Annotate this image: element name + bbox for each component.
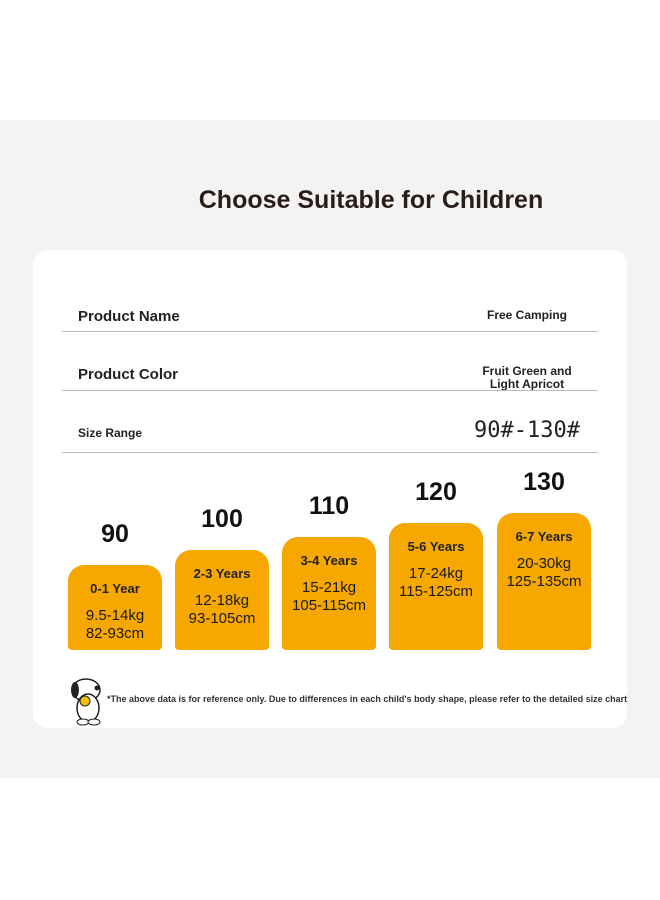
size-number: 130 [523,468,565,496]
age-range: 0-1 Year [90,581,140,596]
size-card: Product Name Free Camping Product Color Fru… [33,250,627,728]
divider [62,452,598,453]
weight-range: 12-18kg [194,592,250,609]
age-range: 5-6 Years [407,539,465,554]
info-value: Fruit Green and [482,364,572,378]
weight-range: 20-30kg [516,555,572,572]
height-range: 115-125cm [399,583,473,600]
size-number: 100 [201,505,243,533]
size-box: 6-7 Years 20-30kg 125-135cm [497,513,591,650]
size-box: 5-6 Years 17-24kg 115-125cm [389,523,483,650]
info-label: Product Color [78,366,178,383]
size-number: 90 [101,520,129,548]
height-range: 105-115cm [292,597,366,614]
size-number: 120 [415,478,457,506]
divider [62,331,598,332]
info-label: Product Name [78,308,180,325]
divider [62,390,598,391]
size-box: 3-4 Years 15-21kg 105-115cm [282,537,376,650]
age-range: 2-3 Years [193,566,251,581]
info-label: Size Range [78,426,143,440]
snoopy-icon [71,678,101,726]
height-range: 125-135cm [506,573,582,590]
size-box: 2-3 Years 12-18kg 93-105cm [175,550,269,650]
title: Choose Suitable for Children [198,186,544,214]
weight-range: 15-21kg [301,579,357,596]
size-box: 0-1 Year 9.5-14kg 82-93cm [68,565,162,650]
weight-range: 17-24kg [408,565,464,582]
age-range: 3-4 Years [300,553,358,568]
info-value: 90#-130# [474,418,580,443]
info-value: Light Apricot [489,377,565,391]
size-number: 110 [308,492,350,520]
info-value: Free Camping [486,308,567,322]
age-range: 6-7 Years [515,529,573,544]
footnote: *The above data is for reference only. D… [107,694,627,704]
height-range: 82-93cm [85,625,145,642]
height-range: 93-105cm [188,610,256,627]
weight-range: 9.5-14kg [85,607,145,624]
